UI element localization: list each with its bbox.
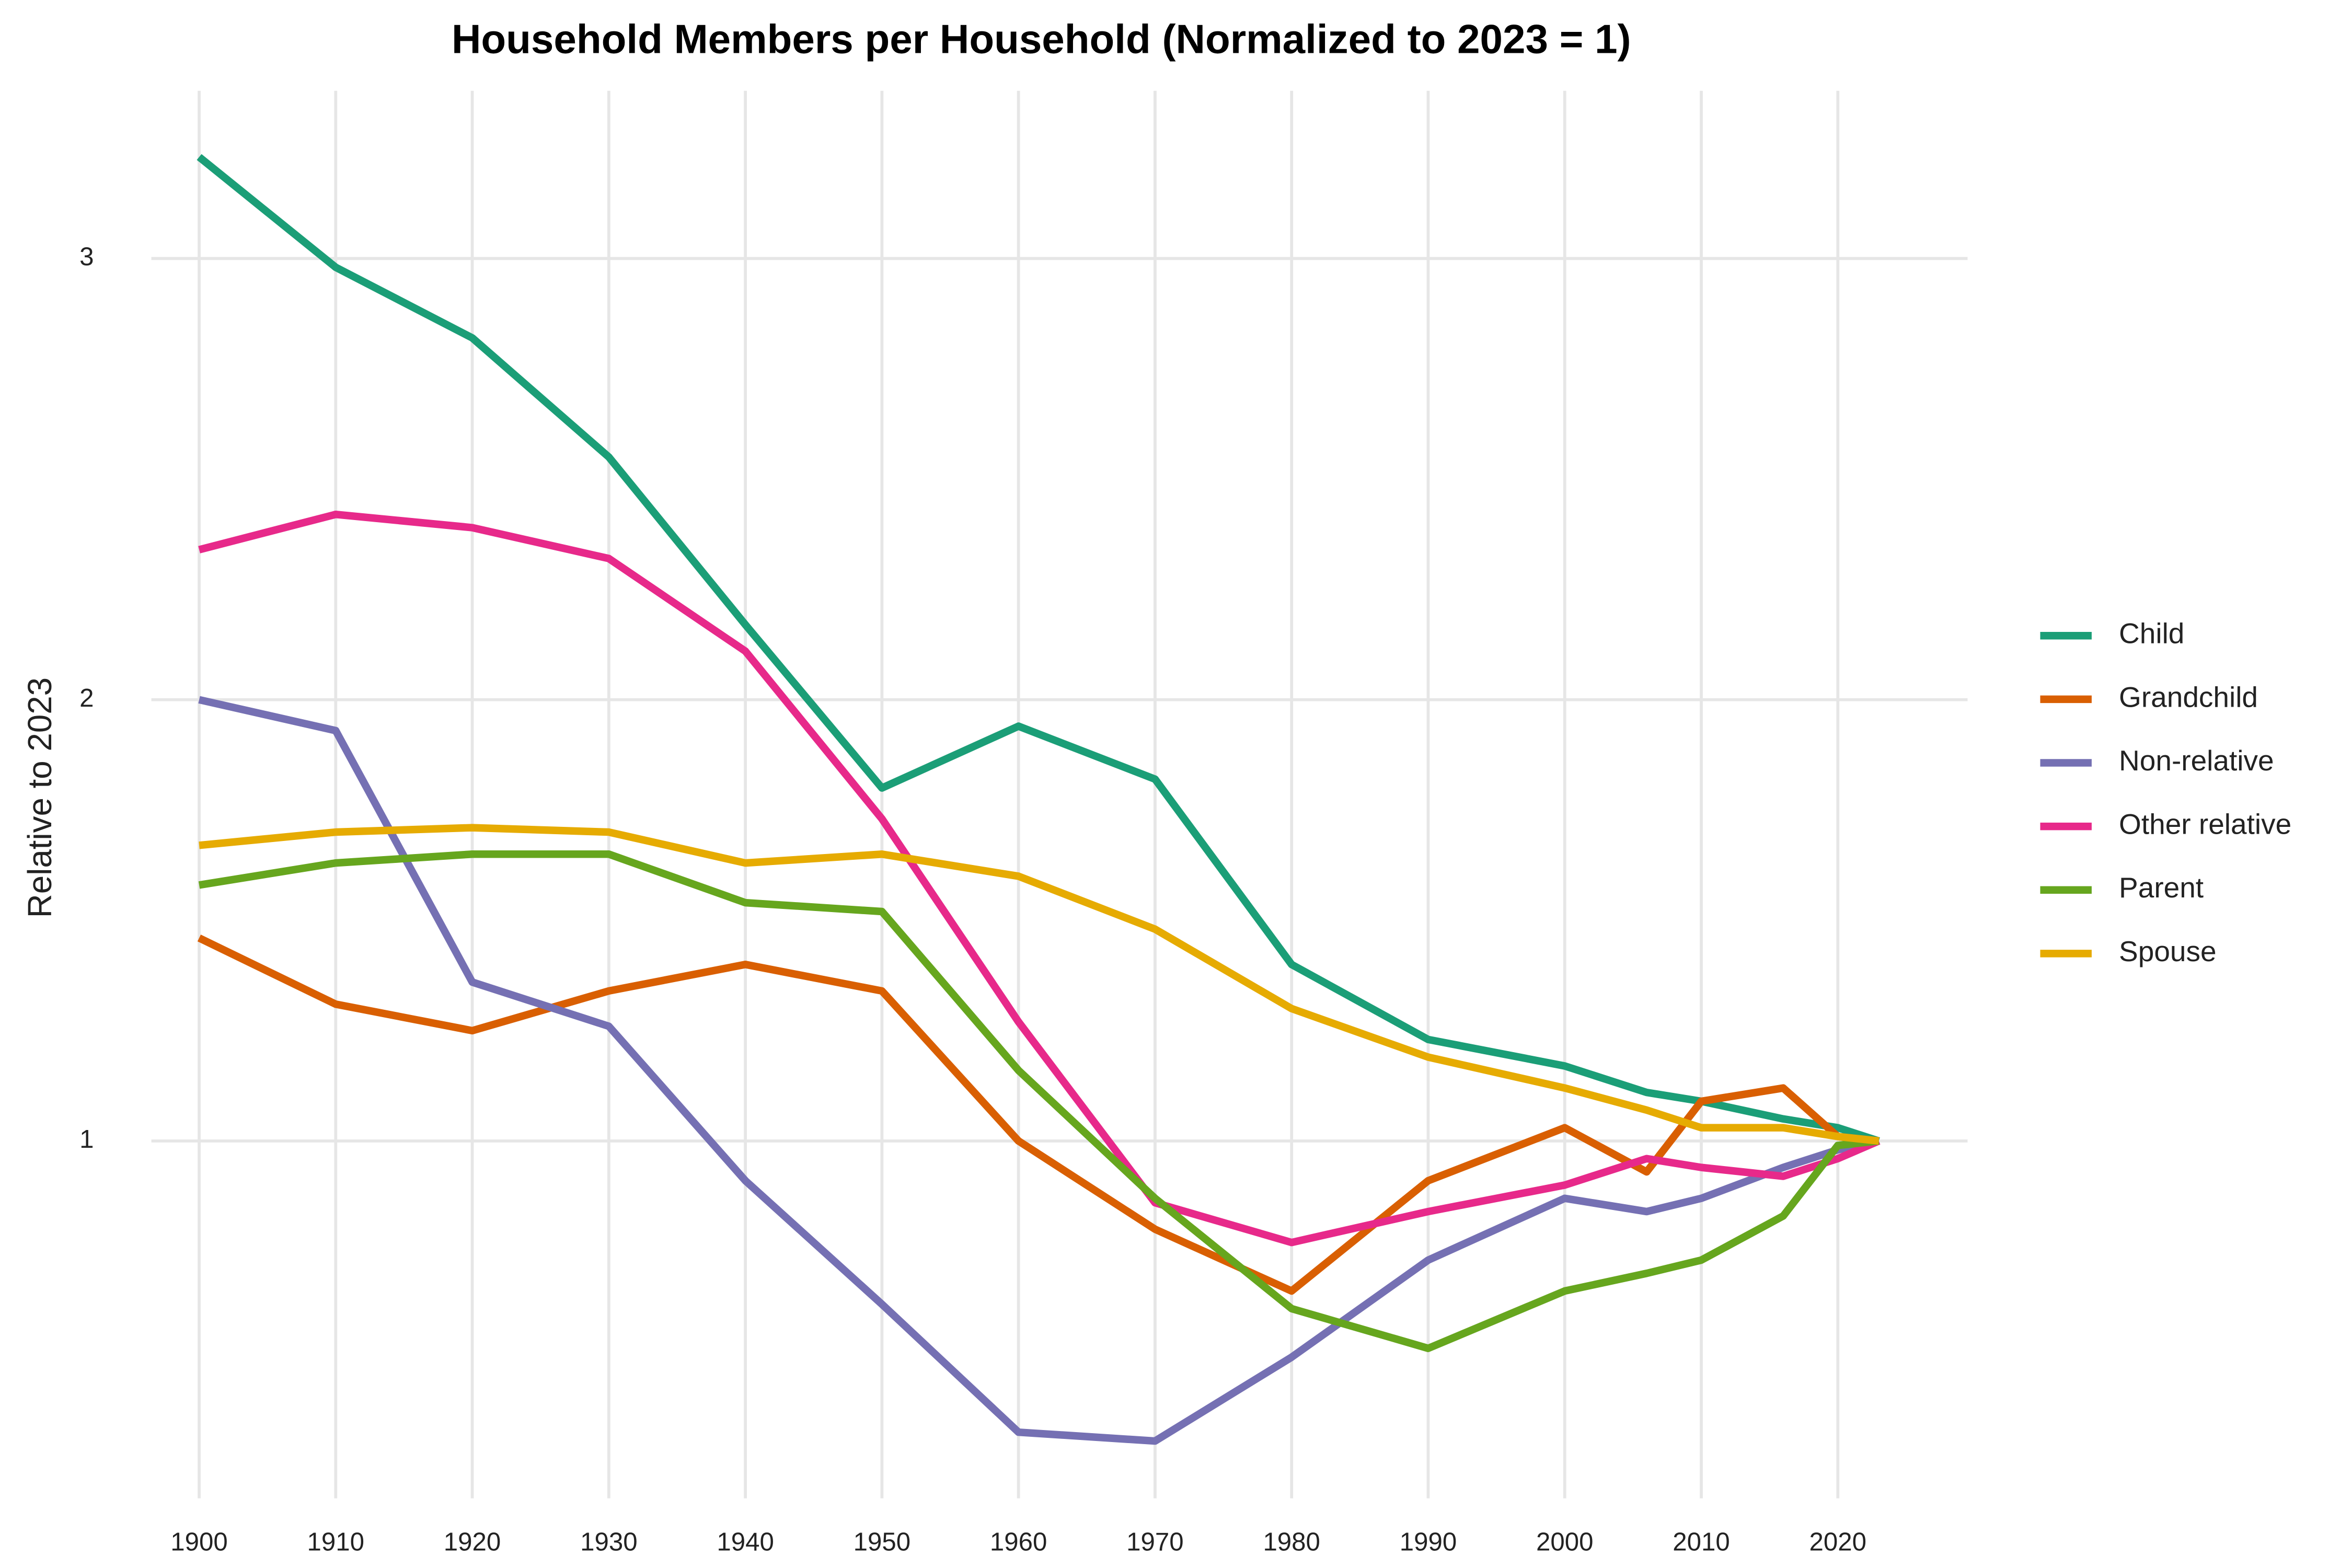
line [197,154,1880,1145]
legend-label: Non-relative [2119,744,2274,777]
x-tick-label: 1920 [444,1528,501,1557]
y-tick-label: 3 [79,243,94,271]
line [198,850,1880,1353]
x-tick-label: 2020 [1809,1528,1867,1557]
y-tick-label: 2 [79,684,94,712]
x-tick-label: 1910 [307,1528,365,1557]
x-tick-label: 1980 [1263,1528,1320,1557]
y-axis-label: Relative to 2023 [21,677,59,918]
legend-label: Spouse [2119,935,2217,967]
line [197,935,1880,1295]
x-tick-label: 1940 [717,1528,774,1557]
chart-title: Household Members per Household (Normali… [452,16,1631,62]
legend-label: Grandchild [2119,681,2258,713]
x-tick-label: 1930 [580,1528,638,1557]
y-tick-label: 1 [79,1125,94,1154]
legend-label: Parent [2119,871,2204,904]
line [199,824,1880,1145]
x-tick-label: 1900 [170,1528,228,1557]
line [198,510,1881,1247]
x-tick-label: 1970 [1126,1528,1184,1557]
x-tick-label: 2000 [1536,1528,1594,1557]
x-tick-label: 1950 [854,1528,911,1557]
legend-label: Child [2119,617,2184,650]
x-tick-label: 2010 [1673,1528,1730,1557]
legend-label: Other relative [2119,808,2291,840]
line [198,696,1880,1445]
x-tick-label: 1960 [990,1528,1047,1557]
x-tick-label: 1990 [1400,1528,1457,1557]
